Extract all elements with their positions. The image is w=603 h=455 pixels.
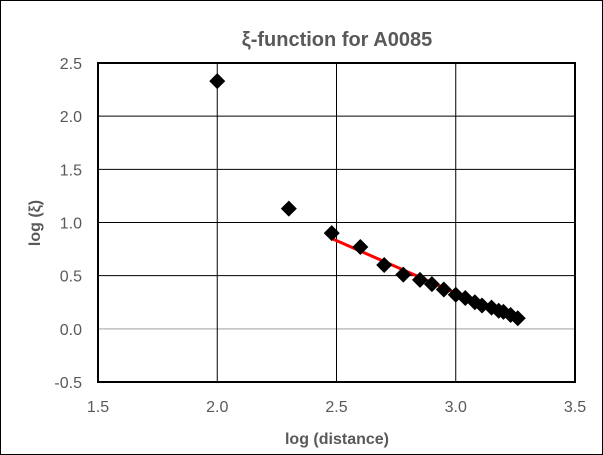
data-points	[209, 73, 526, 327]
data-point	[352, 238, 369, 255]
data-point	[509, 310, 526, 327]
data-point	[423, 276, 440, 293]
data-point	[376, 257, 393, 274]
y-tick-label: 0.5	[60, 269, 82, 286]
chart-title: ξ-function for A0085	[242, 29, 432, 51]
y-tick-label: 1.0	[60, 216, 82, 233]
data-point	[411, 271, 428, 288]
x-tick-label: 1.5	[87, 399, 109, 416]
y-tick-label: 1.5	[60, 162, 82, 179]
data-point	[323, 225, 340, 242]
plot-area-border	[97, 62, 576, 383]
data-point	[435, 281, 452, 298]
x-tick-label: 3.0	[445, 399, 467, 416]
y-axis-label: log (ξ)	[27, 200, 44, 246]
grid-lines	[98, 63, 575, 382]
data-point	[280, 200, 297, 217]
y-tick-label: 2.5	[60, 56, 82, 73]
x-tick-label: 2.5	[325, 399, 347, 416]
tick-labels: -0.5 0.0 0.5 1.0 1.5 2.0 2.5 1.5 2.0 2.5 3.0 3.5	[54, 56, 586, 416]
data-point	[395, 266, 412, 283]
x-tick-label: 2.0	[206, 399, 228, 416]
y-tick-label: -0.5	[54, 375, 82, 392]
y-tick-label: 0.0	[60, 322, 82, 339]
y-tick-label: 2.0	[60, 109, 82, 126]
x-tick-label: 3.5	[564, 399, 586, 416]
data-point	[209, 73, 226, 90]
x-axis-label: log (distance)	[285, 431, 389, 448]
